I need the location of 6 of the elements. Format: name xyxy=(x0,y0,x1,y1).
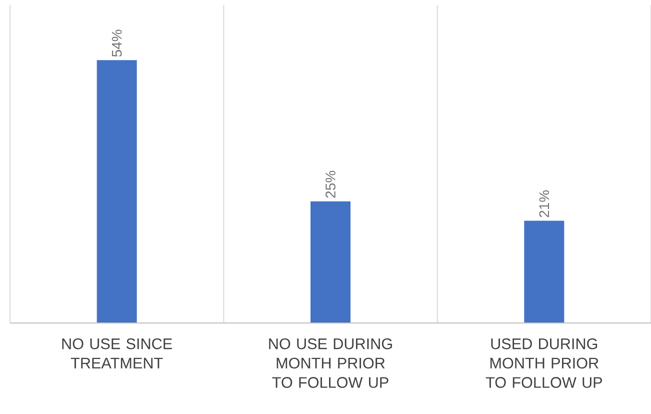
x-tick-label: NO USE SINCE TREATMENT xyxy=(62,338,172,368)
x-tick-label: USED DURING MONTH PRIOR TO FOLLOW UP xyxy=(486,338,602,388)
data-label: 54% xyxy=(112,30,122,57)
data-label: 21% xyxy=(539,190,550,218)
x-tick-label: NO USE DURING MONTH PRIOR TO FOLLOW UP xyxy=(269,338,392,388)
data-label: 25% xyxy=(326,170,336,198)
